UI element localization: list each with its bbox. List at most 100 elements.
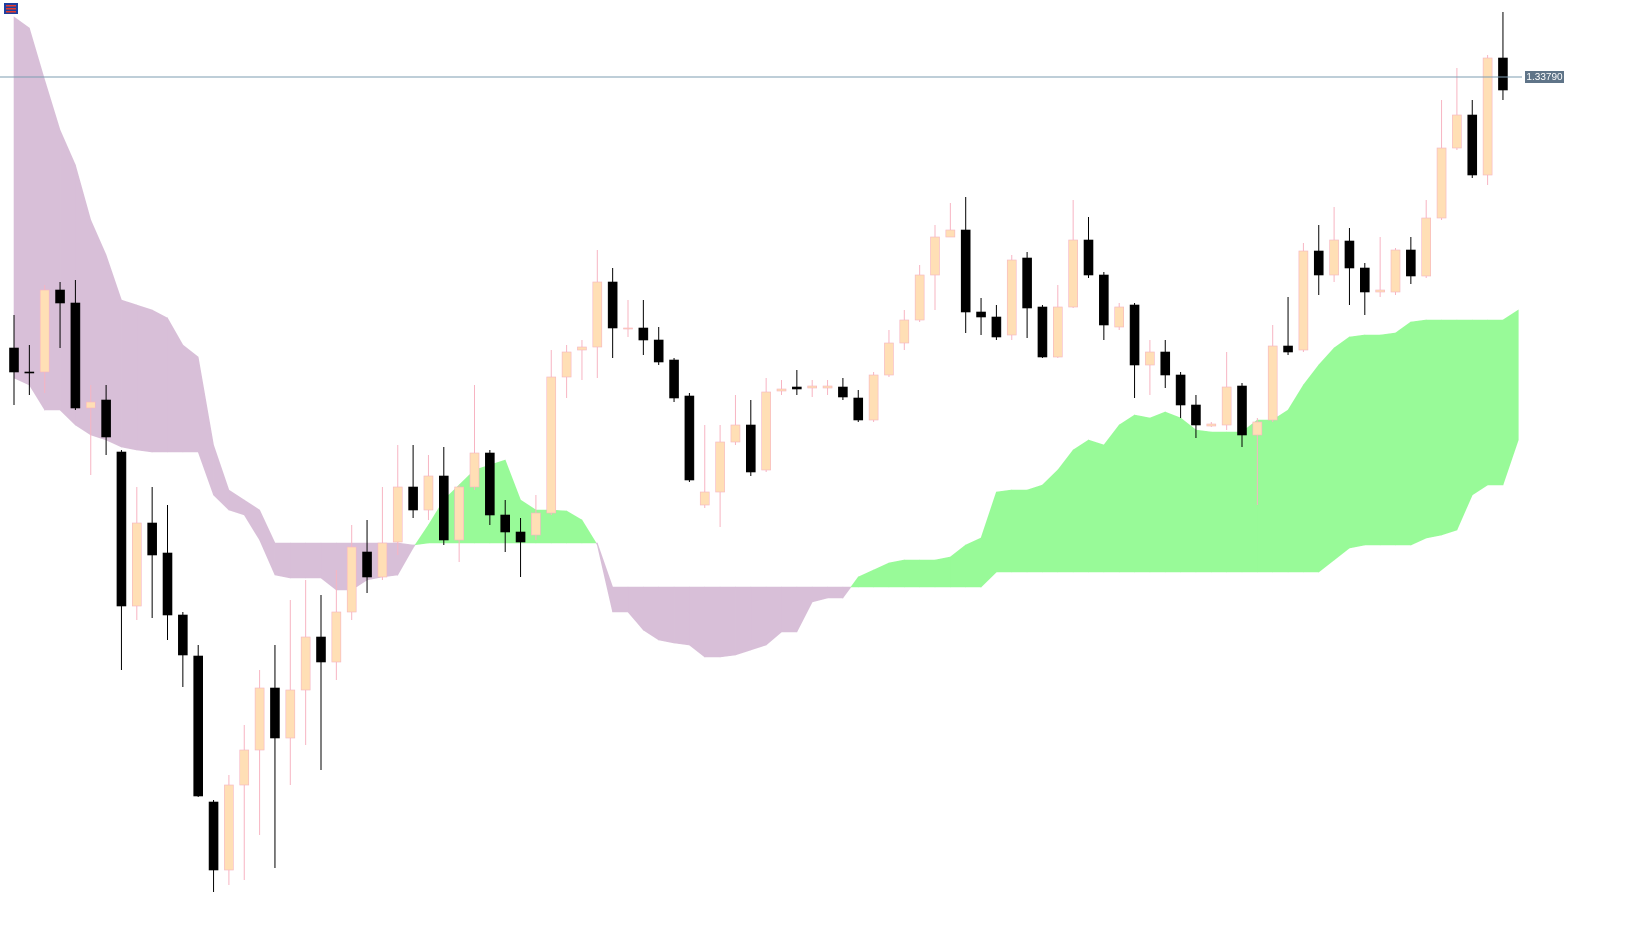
cloud-segment xyxy=(1318,347,1335,573)
candle-body xyxy=(178,614,188,656)
candle-body xyxy=(745,424,756,473)
cloud-segment xyxy=(213,444,230,511)
cloud-segment xyxy=(259,509,276,576)
cloud-segment xyxy=(581,518,597,544)
candle-body xyxy=(669,359,679,399)
cloud-segment xyxy=(1487,319,1504,486)
candle-body xyxy=(945,229,956,238)
cloud-segment xyxy=(919,559,936,588)
cloud-segment xyxy=(1134,414,1151,573)
candle-body xyxy=(392,486,403,543)
cloud-segment xyxy=(412,544,416,549)
cloud-segment xyxy=(243,499,260,542)
cloud-segment xyxy=(1149,411,1166,573)
cloud-segment xyxy=(781,586,798,633)
candle-body xyxy=(1313,250,1324,276)
cloud-segment xyxy=(1379,332,1396,546)
candle-body xyxy=(592,281,603,348)
candle-body xyxy=(1283,345,1293,353)
cloud-segment xyxy=(1333,336,1350,561)
ichimoku-cloud xyxy=(13,16,1519,658)
candle-body xyxy=(1037,306,1048,358)
cloud-segment xyxy=(980,491,997,588)
candle-body xyxy=(577,346,587,351)
candle-body xyxy=(1452,114,1462,149)
candle-body xyxy=(531,512,541,536)
candle-body xyxy=(1421,217,1431,277)
cloud-segment xyxy=(274,542,291,579)
candle-body xyxy=(1482,57,1493,176)
candle-body xyxy=(1175,374,1186,406)
cloud-segment xyxy=(1410,319,1427,546)
candle-body xyxy=(1360,267,1370,293)
cloud-segment xyxy=(1272,409,1289,573)
candle-body xyxy=(653,339,664,363)
candle-body xyxy=(116,451,127,607)
candle-body xyxy=(346,546,357,613)
cloud-segment xyxy=(903,559,920,588)
candle-body xyxy=(822,385,833,389)
candle-body xyxy=(454,486,464,541)
candle-body xyxy=(147,522,157,556)
candle-body xyxy=(1068,239,1078,308)
icon-line[interactable] xyxy=(6,11,16,13)
cloud-segment xyxy=(1349,334,1366,549)
candle-body xyxy=(39,289,50,373)
candle-body xyxy=(300,636,311,691)
candle-body xyxy=(362,551,372,578)
cloud-segment xyxy=(850,576,859,588)
candle-body xyxy=(316,636,326,663)
candle-body xyxy=(960,229,971,313)
candle-body xyxy=(270,687,280,739)
cloud-segment xyxy=(689,586,706,658)
candle-body xyxy=(991,316,1002,338)
cloud-segment xyxy=(228,489,245,516)
cloud-segment xyxy=(1026,484,1043,573)
candle-body xyxy=(254,687,265,751)
cloud-segment xyxy=(1395,321,1412,546)
candle-body xyxy=(638,327,649,341)
icon-line[interactable] xyxy=(6,8,16,10)
cloud-segment xyxy=(1364,334,1381,546)
cloud-segment xyxy=(397,542,414,577)
cloud-segment xyxy=(673,586,690,646)
candle-body xyxy=(838,386,848,398)
candle-body xyxy=(193,655,203,797)
price-label: 1.33790 xyxy=(1526,72,1563,83)
cloud-segment xyxy=(1011,489,1028,573)
candle-body xyxy=(1006,259,1017,336)
icon-line[interactable] xyxy=(6,5,16,7)
candle-body xyxy=(761,391,771,471)
menu-icon[interactable] xyxy=(4,3,18,14)
cloud-segment xyxy=(1257,419,1273,573)
candle-body xyxy=(607,281,618,329)
cloud-segment xyxy=(289,542,306,579)
cloud-segment xyxy=(1118,414,1135,573)
candle-body xyxy=(899,319,910,344)
cloud-segment xyxy=(996,489,1013,573)
candle-body xyxy=(914,274,925,321)
cloud-segment xyxy=(888,559,905,588)
cloud-segment xyxy=(1042,469,1059,573)
candle-body xyxy=(1298,250,1309,351)
cloud-segment xyxy=(1088,439,1105,573)
cloud-segment xyxy=(1072,439,1089,573)
cloud-segment xyxy=(1425,319,1442,539)
candle-body xyxy=(331,611,342,663)
candle-body xyxy=(1099,274,1109,326)
cloud-segment xyxy=(121,299,138,451)
candle-body xyxy=(1160,351,1171,376)
cloud-segment xyxy=(167,316,184,453)
cloud-segment xyxy=(414,524,429,546)
candle-body xyxy=(807,385,818,389)
candle-body xyxy=(1467,114,1478,176)
candle-body xyxy=(1329,239,1339,276)
cloud-segment xyxy=(596,542,613,613)
candle-body xyxy=(24,371,35,374)
cloud-segment xyxy=(627,586,644,631)
cloud-segment xyxy=(934,556,951,588)
cloud-segment xyxy=(965,537,982,588)
candle-body xyxy=(1022,257,1032,309)
candles xyxy=(9,12,1508,892)
